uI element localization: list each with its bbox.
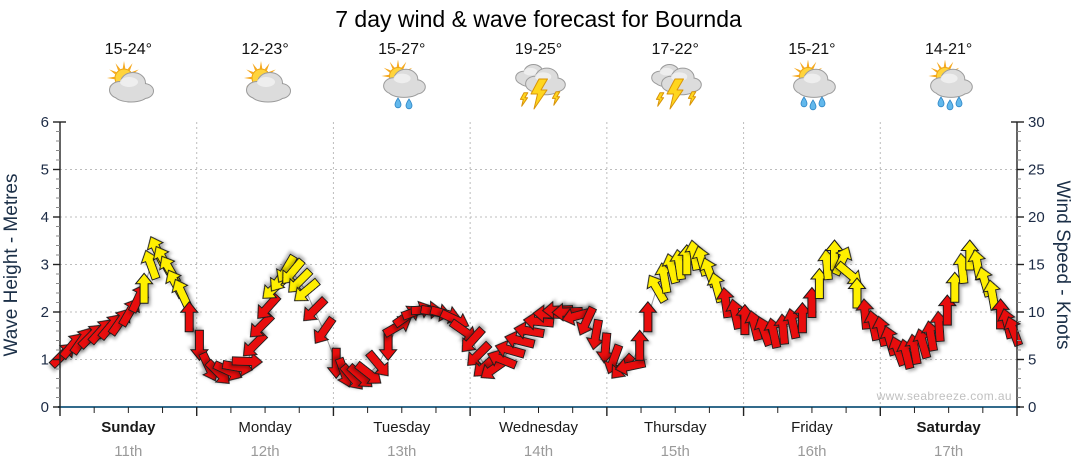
day-temp-range: 15-21° — [788, 41, 836, 58]
left-axis-title: Wave Height - Metres — [1, 173, 22, 357]
day-date: 12th — [250, 443, 280, 460]
svg-text:5: 5 — [1028, 352, 1036, 369]
partly-cloudy-icon — [237, 60, 293, 114]
day-label: Wednesday — [499, 419, 578, 436]
svg-text:10: 10 — [1028, 304, 1045, 321]
day-label: Friday — [791, 419, 833, 436]
svg-text:6: 6 — [41, 114, 49, 131]
day-temp-range: 17-22° — [651, 41, 699, 58]
thunderstorm-icon — [511, 60, 567, 114]
svg-text:5: 5 — [41, 162, 49, 179]
day-temp-range: 12-23° — [241, 41, 289, 58]
day-temp-range: 19-25° — [514, 41, 563, 58]
day-date: 17th — [934, 443, 964, 460]
day-date: 15th — [660, 443, 690, 460]
sun-cloud-rain-3-icon — [784, 59, 840, 114]
day-label: Tuesday — [373, 419, 431, 436]
svg-text:3: 3 — [41, 257, 49, 274]
day-temp-range: 14-21° — [924, 41, 973, 58]
day-label: Sunday — [101, 419, 156, 436]
day-date: 11th — [114, 443, 143, 460]
partly-cloudy-icon — [100, 60, 156, 114]
day-temp-range: 15-27° — [378, 41, 426, 58]
wind-arrow — [630, 329, 649, 361]
chart-title: 7 day wind & wave forecast for Bournda — [335, 6, 742, 32]
sun-cloud-rain-3-icon — [921, 59, 977, 114]
thunderstorm-icon — [647, 60, 703, 114]
sun-cloud-rain-2-icon — [374, 59, 430, 114]
svg-text:20: 20 — [1028, 209, 1045, 226]
day-date: 14th — [523, 443, 554, 460]
svg-text:1: 1 — [41, 352, 49, 369]
svg-text:0: 0 — [41, 399, 49, 416]
day-label: Saturday — [916, 419, 981, 436]
wind-arrow — [638, 301, 657, 333]
svg-text:15: 15 — [1028, 257, 1045, 274]
right-axis-title: Wind Speed - Knots — [1052, 180, 1073, 350]
svg-text:0: 0 — [1028, 399, 1036, 416]
watermark: www.seabreeze.com.au — [876, 389, 1012, 403]
day-date: 16th — [797, 443, 827, 460]
day-date: 13th — [387, 443, 417, 460]
svg-text:30: 30 — [1028, 114, 1045, 131]
day-temp-range: 15-24° — [104, 41, 152, 58]
day-label: Monday — [238, 419, 292, 436]
day-label: Thursday — [643, 419, 707, 436]
svg-text:4: 4 — [41, 209, 49, 226]
svg-text:2: 2 — [41, 304, 49, 321]
svg-text:25: 25 — [1028, 162, 1045, 179]
